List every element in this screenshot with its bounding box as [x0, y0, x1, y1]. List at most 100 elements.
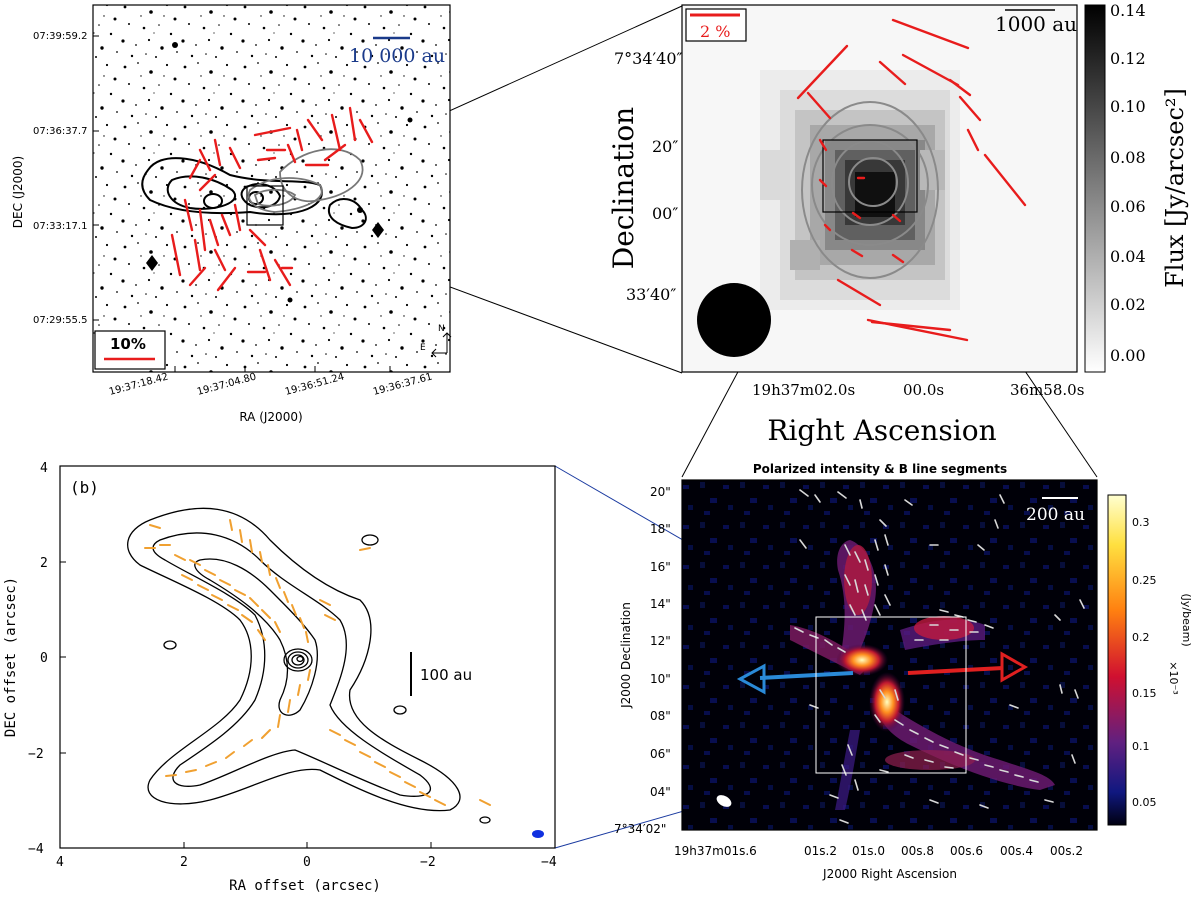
cbar-b-label: Flux [Jy/arcsec²]: [1161, 88, 1189, 288]
xtick-d-2: 01s.2: [804, 844, 837, 858]
cbar-b-tick-3: 0.10: [1110, 97, 1146, 116]
compass-e: E: [420, 343, 426, 353]
cbar-d-tick-3: 0.2: [1132, 631, 1150, 644]
xtick-d-7: 00s.2: [1050, 844, 1083, 858]
cbar-d-tick-2: 0.25: [1132, 574, 1157, 587]
colorbar-b: [1084, 4, 1106, 373]
ylabel-b: Declination: [607, 107, 640, 269]
ylabel-c: DEC offset (arcsec): [3, 577, 19, 737]
cbar-b-tick-2: 0.12: [1110, 49, 1146, 68]
xtick-c-5: −4: [541, 855, 557, 870]
cbar-d-tick-5: 0.1: [1132, 740, 1150, 753]
ytick-d-8: 06": [650, 747, 671, 761]
ytick-c-3: 0: [40, 651, 48, 666]
ytick-c-4: −2: [28, 747, 44, 762]
cbar-d-tick-1: 0.3: [1132, 516, 1150, 529]
scale-bar-c-label: 100 au: [420, 666, 472, 684]
panel-c: (b): [3, 461, 557, 894]
ytick-a-2: 07:36:37.7: [33, 126, 87, 137]
core-north: [836, 644, 888, 676]
contours-dark: [141, 157, 367, 230]
scale-bar-label: 10 000 au: [349, 45, 445, 67]
panel-a: 10 000 au 10% N E 07:39:59.2 07:36:37.7 …: [11, 4, 452, 424]
ytick-b-3: 00″: [652, 204, 678, 223]
ytick-d-10: 7°34′02": [614, 822, 666, 836]
ytick-a-1: 07:39:59.2: [33, 31, 87, 42]
ytick-d-2: 18": [650, 522, 671, 536]
bright-stars: [146, 42, 413, 303]
ticks-a: [93, 35, 391, 372]
cbar-b-tick-5: 0.06: [1110, 197, 1146, 216]
xtick-b-1: 19h37m02.0s: [752, 381, 855, 399]
panel-d: Polarized intensity & B line segments: [614, 462, 1193, 881]
ytick-d-7: 08": [650, 709, 671, 723]
flux-pixels: [760, 70, 960, 310]
beam-b: [697, 283, 771, 357]
cbar-b-tick-7: 0.02: [1110, 295, 1146, 314]
beam-d: [716, 795, 732, 807]
ytick-d-3: 16": [650, 560, 671, 574]
panel-d-title: Polarized intensity & B line segments: [753, 462, 1007, 476]
ytick-d-1: 20": [650, 485, 671, 499]
ytick-b-4: 33′40″: [626, 285, 676, 304]
xtick-d-1: 19h37m01s.6: [674, 844, 757, 858]
ylabel-a: DEC (J2000): [11, 156, 25, 228]
ytick-d-6: 10": [650, 672, 671, 686]
panel-c-label: (b): [70, 478, 99, 497]
cbar-b-tick-4: 0.08: [1110, 148, 1146, 167]
ytick-b-2: 20″: [652, 137, 678, 156]
cbar-b-tick-1: 0.14: [1110, 1, 1146, 20]
pol-vectors-a: [170, 106, 374, 292]
xlabel-b: Right Ascension: [767, 414, 996, 447]
ytick-a-3: 07:33:17.1: [33, 221, 87, 232]
ticks-c: [60, 561, 432, 848]
scale-bar-b-label: 1000 au: [995, 12, 1077, 36]
xtick-c-3: 0: [303, 855, 311, 870]
ytick-d-5: 12": [650, 634, 671, 648]
contours-b: [801, 101, 939, 279]
xlabel-d: J2000 Right Ascension: [822, 867, 957, 881]
compass: [431, 332, 452, 358]
cbar-d-unit: ×10⁻³: [1167, 661, 1180, 694]
beam-c: [532, 830, 544, 838]
ytick-c-1: 4: [40, 461, 48, 476]
cbar-d-label: (Jy/beam): [1180, 593, 1193, 646]
pol-scale-label-b: 2 %: [700, 22, 730, 41]
outflow-blue-arrow: [736, 663, 854, 695]
xtick-d-3: 01s.0: [852, 844, 885, 858]
panel-b-top: 2 % 1000 au 7°34′40″ 20″ 00″ 33′40″ Decl…: [607, 1, 1189, 447]
contours-gray: [247, 148, 364, 213]
contours-c: [127, 507, 491, 824]
xtick-c-2: 2: [180, 855, 188, 870]
b-vectors-c: [144, 519, 491, 806]
inset-box: [246, 185, 284, 226]
xtick-c-4: −2: [420, 855, 436, 870]
ytick-c-5: −4: [28, 842, 44, 857]
cbar-d-tick-6: 0.05: [1132, 796, 1157, 809]
xtick-b-2: 00.0s: [903, 381, 944, 399]
xtick-c-1: 4: [56, 855, 64, 870]
xlabel-c: RA offset (arcsec): [229, 878, 381, 894]
ytick-c-2: 2: [40, 556, 48, 571]
compass-n: N: [438, 324, 445, 334]
ytick-d-4: 14": [650, 597, 671, 611]
xlabel-a: RA (J2000): [239, 410, 302, 424]
xtick-b-3: 36m58.0s: [1010, 381, 1084, 399]
pol-vectors-b: [796, 18, 1027, 342]
xtick-d-4: 00s.8: [901, 844, 934, 858]
core-south: [869, 672, 905, 732]
colorbar-d: [1107, 494, 1127, 826]
ytick-d-9: 04": [650, 785, 671, 799]
pol-scale-box: [94, 330, 166, 370]
inset-box-d: [815, 616, 967, 774]
xtick-a-3: 19:36:51.24: [284, 372, 346, 398]
cbar-b-tick-6: 0.04: [1110, 247, 1146, 266]
cbar-b-tick-8: 0.00: [1110, 346, 1146, 365]
inset-box-b: [822, 139, 918, 213]
xtick-a-1: 19:37:18.42: [108, 372, 170, 398]
xtick-a-4: 19:36:37.61: [372, 372, 434, 398]
ylabel-d: J2000 Declination: [619, 602, 633, 709]
scale-bar-d-label: 200 au: [1026, 505, 1085, 525]
pol-scale-label: 10%: [110, 335, 146, 353]
xtick-a-2: 19:37:04.80: [196, 372, 258, 398]
